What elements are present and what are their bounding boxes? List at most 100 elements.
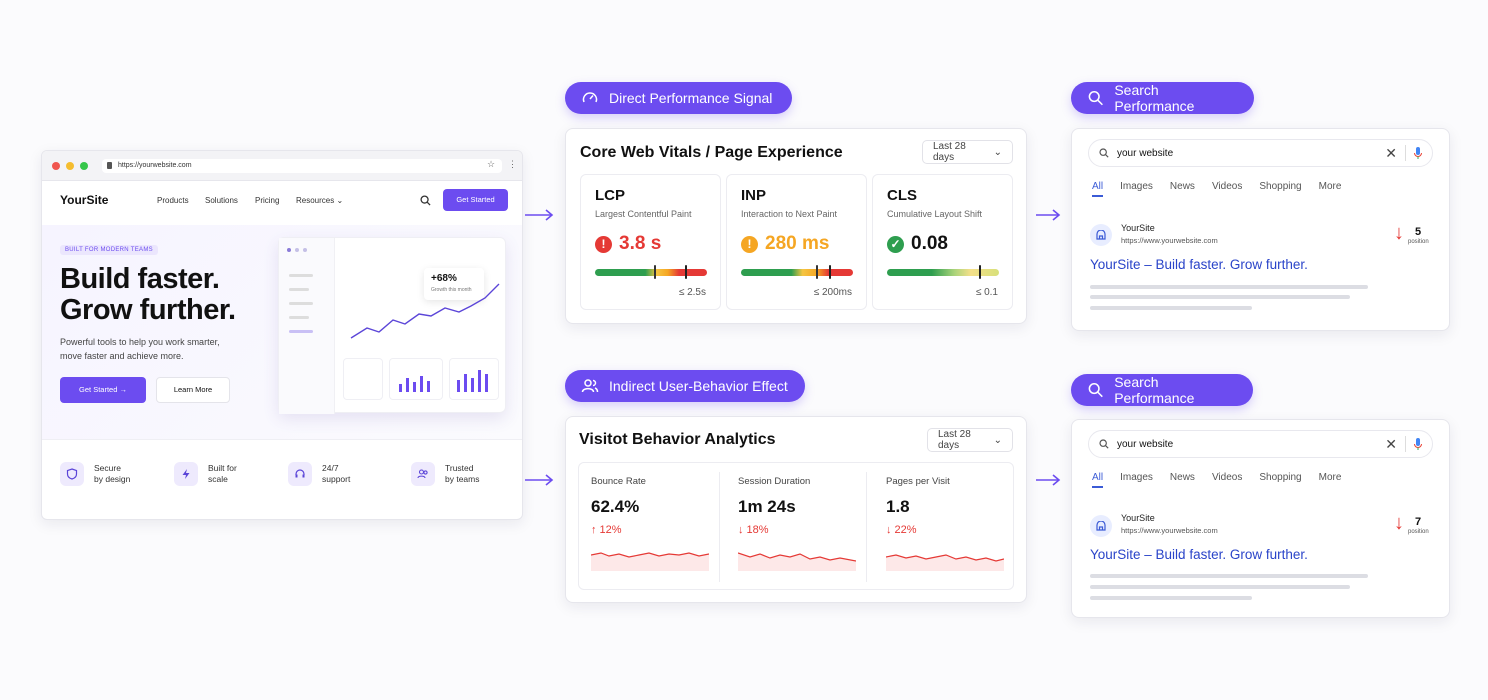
tab-all[interactable]: All — [1092, 472, 1104, 488]
tab-shopping[interactable]: Shopping — [1259, 472, 1302, 483]
core-web-vitals-title: Core Web Vitals / Page Experience — [580, 144, 843, 161]
hero-headline-line2: Grow further. — [60, 294, 236, 326]
close-icon[interactable]: ✕ — [1385, 435, 1397, 452]
feature-scale-line2: scale — [208, 474, 228, 484]
sidebar-line — [289, 330, 313, 333]
arrow-down-icon: ↓ — [1394, 512, 1404, 534]
dashboard-dot — [303, 248, 307, 252]
bookmark-star-icon[interactable]: ☆ — [487, 159, 496, 169]
tab-videos[interactable]: Videos — [1211, 181, 1243, 192]
feature-secure-line2: by design — [94, 474, 131, 484]
arrow-right-icon — [525, 209, 554, 221]
date-range-label: Last 28 days — [938, 429, 971, 451]
growth-stat-value: +68% — [431, 273, 457, 284]
site-logo[interactable]: YourSite — [60, 193, 109, 207]
search-performance-label: Search Performance — [1114, 374, 1195, 406]
hero-get-started-button[interactable]: Get Started → — [60, 377, 146, 403]
nav-resources-label: Resources — [296, 196, 335, 205]
pages-per-visit-change: ↓ 22% — [886, 524, 917, 536]
growth-stat-label: Growth this month — [431, 287, 472, 293]
indirect-behavior-label: Indirect User-Behavior Effect — [609, 378, 788, 394]
search-input[interactable]: your website ✕ — [1088, 139, 1433, 167]
tab-shopping[interactable]: Shopping — [1259, 181, 1302, 192]
ranking-position-label: position — [1408, 529, 1429, 535]
cls-label: CLS — [887, 187, 917, 204]
learn-more-button[interactable]: Learn More — [156, 377, 230, 403]
result-title-link[interactable]: YourSite – Build faster. Grow further. — [1090, 257, 1308, 272]
nav-pricing[interactable]: Pricing — [255, 196, 280, 205]
browser-menu-icon[interactable]: ⋮ — [508, 159, 517, 169]
tab-more[interactable]: More — [1318, 472, 1342, 483]
growth-line-chart — [350, 283, 500, 339]
feature-trusted: Trusted by teams — [411, 462, 480, 486]
search-input[interactable]: your website ✕ — [1088, 430, 1433, 458]
search-tabs: All Images News Videos Shopping More — [1092, 472, 1341, 488]
dashboard-dot — [287, 248, 291, 252]
tab-images[interactable]: Images — [1120, 181, 1153, 192]
dashboard-sidebar — [279, 238, 335, 414]
hero-badge: BUILT FOR MODERN TEAMS — [60, 245, 158, 255]
nav-get-started-button[interactable]: Get Started — [443, 189, 508, 211]
address-bar[interactable]: https://yourwebsite.com — [102, 159, 502, 173]
search-icon — [1099, 439, 1109, 449]
result-snippet-line — [1090, 295, 1350, 299]
divider — [1405, 436, 1406, 452]
pages-per-visit-sparkline — [886, 554, 1004, 571]
lcp-threshold-marker — [654, 265, 656, 279]
tab-more[interactable]: More — [1318, 181, 1342, 192]
window-minimize-dot[interactable] — [66, 162, 74, 170]
growth-stat-card: +68% Growth this month — [424, 268, 484, 300]
behavior-analytics-title: Visitot Behavior Analytics — [579, 431, 776, 448]
cls-threshold-bar — [887, 269, 999, 276]
search-performance-pill: Search Performance — [1071, 82, 1254, 114]
mini-bar-chart — [399, 376, 430, 392]
lcp-threshold: ≤ 2.5s — [678, 287, 706, 298]
session-duration-sparkline — [738, 552, 856, 571]
tab-videos[interactable]: Videos — [1211, 472, 1243, 483]
inp-threshold-bar — [741, 269, 853, 276]
sidebar-line — [289, 288, 309, 291]
inp-description: Interaction to Next Paint — [741, 209, 838, 219]
lcp-value-marker — [685, 265, 687, 279]
window-close-dot[interactable] — [52, 162, 60, 170]
website-browser-window: https://yourwebsite.com ☆ ⋮ YourSite Pro… — [41, 150, 523, 520]
result-title-link[interactable]: YourSite – Build faster. Grow further. — [1090, 547, 1308, 562]
nav-products[interactable]: Products — [157, 196, 189, 205]
tab-news[interactable]: News — [1169, 181, 1195, 192]
result-site-name[interactable]: YourSite — [1121, 223, 1155, 233]
chevron-down-icon: ⌄ — [993, 146, 1002, 158]
arrow-right-icon — [525, 474, 554, 486]
window-maximize-dot[interactable] — [80, 162, 88, 170]
microphone-icon[interactable] — [1414, 146, 1422, 160]
bounce-rate-value: 62.4% — [591, 497, 640, 516]
ranking-position: 5 — [1415, 226, 1422, 238]
users-icon — [411, 462, 435, 486]
search-performance-label: Search Performance — [1114, 82, 1195, 114]
nav-resources[interactable]: Resources ⌄ — [296, 196, 343, 205]
session-duration-label: Session Duration — [738, 476, 811, 487]
divider — [42, 439, 522, 440]
close-icon[interactable]: ✕ — [1385, 144, 1397, 161]
search-icon[interactable] — [420, 195, 431, 206]
inp-value-row: ! 280 ms — [741, 233, 829, 255]
search-results-card: your website ✕ All Images News Videos Sh… — [1071, 128, 1450, 331]
microphone-icon[interactable] — [1414, 437, 1422, 451]
result-site-name[interactable]: YourSite — [1121, 513, 1155, 523]
tab-news[interactable]: News — [1169, 472, 1195, 483]
pages-per-visit-label: Pages per Visit — [886, 476, 950, 487]
date-range-dropdown[interactable]: Last 28 days ⌄ — [927, 428, 1013, 452]
tab-images[interactable]: Images — [1120, 472, 1153, 483]
inp-metric-card: INP Interaction to Next Paint ! 280 ms ≤ … — [726, 174, 867, 310]
cls-description: Cumulative Layout Shift — [887, 209, 983, 219]
feature-secure: Secure by design — [60, 462, 130, 486]
arrow-right-icon — [1036, 209, 1061, 221]
nav-solutions[interactable]: Solutions — [205, 196, 238, 205]
mini-card — [389, 358, 443, 400]
result-snippet-line — [1090, 306, 1252, 310]
feature-support: 24/7 support — [288, 462, 350, 486]
date-range-dropdown[interactable]: Last 28 days ⌄ — [922, 140, 1013, 164]
cls-value-marker — [979, 265, 981, 279]
search-tabs: All Images News Videos Shopping More — [1092, 181, 1341, 197]
result-site-url: https://www.yourwebsite.com — [1121, 526, 1218, 535]
tab-all[interactable]: All — [1092, 181, 1104, 197]
